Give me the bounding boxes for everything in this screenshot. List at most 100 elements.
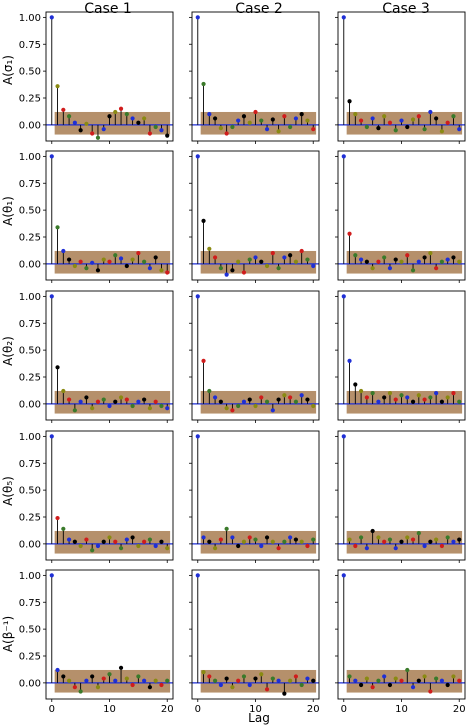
marker-lag-4 (218, 682, 223, 688)
marker-lag-6 (84, 537, 89, 542)
marker-lag-17 (293, 116, 299, 121)
marker-lag-3 (66, 397, 72, 402)
y-tick-label: 1.00 (19, 571, 41, 582)
marker-lag-12 (264, 263, 270, 269)
marker-lag-1 (55, 225, 60, 230)
y-tick-label: 1.00 (19, 152, 41, 163)
marker-lag-20 (165, 133, 170, 138)
marker-lag-14 (130, 257, 135, 262)
marker-lag-0 (195, 573, 200, 578)
marker-lag-12 (410, 268, 416, 273)
marker-lag-11 (259, 395, 264, 400)
marker-lag-14 (276, 266, 281, 271)
marker-lag-4 (218, 399, 223, 404)
marker-lag-8 (387, 537, 393, 542)
marker-lag-15 (428, 251, 433, 256)
marker-lag-5 (370, 528, 375, 534)
marker-lag-20 (165, 546, 170, 551)
marker-lag-18 (153, 399, 158, 404)
panel-r1-c2 (189, 11, 320, 144)
marker-lag-2 (61, 248, 66, 254)
marker-lag-15 (282, 691, 287, 696)
marker-lag-7 (382, 114, 387, 119)
row-label-theta5: A(θ₅) (1, 476, 15, 506)
marker-lag-6 (376, 259, 381, 264)
panel-r1-c1: 0.00 0.25 0.50 0.75 1.00 (19, 11, 174, 144)
marker-lag-2 (207, 674, 212, 679)
marker-lag-20 (311, 263, 316, 269)
marker-lag-17 (147, 266, 153, 271)
marker-lag-8 (95, 685, 101, 690)
marker-lag-2 (61, 388, 66, 394)
marker-lag-8 (241, 270, 247, 275)
marker-lag-12 (264, 399, 270, 404)
marker-lag-2 (207, 246, 212, 251)
marker-lag-8 (241, 539, 247, 544)
marker-lag-3 (358, 257, 364, 262)
marker-lag-16 (434, 537, 439, 542)
marker-lag-20 (457, 678, 462, 683)
marker-lag-8 (387, 682, 393, 688)
panel-r3-c2 (189, 290, 320, 423)
marker-lag-6 (84, 678, 89, 683)
marker-lag-10 (107, 259, 112, 264)
confidence-band (346, 530, 463, 554)
panel-r3-c3 (335, 290, 466, 423)
marker-lag-8 (241, 114, 247, 119)
marker-lag-8 (95, 268, 101, 273)
marker-lag-5 (370, 266, 375, 271)
marker-lag-14 (422, 543, 427, 549)
marker-lag-19 (159, 128, 164, 133)
marker-lag-1 (201, 358, 206, 363)
marker-lag-6 (376, 678, 381, 683)
marker-lag-4 (218, 266, 223, 271)
marker-lag-0 (341, 15, 346, 20)
marker-lag-11 (113, 109, 118, 115)
marker-lag-19 (159, 539, 164, 544)
marker-lag-18 (299, 248, 304, 254)
marker-lag-10 (399, 393, 404, 398)
marker-lag-15 (282, 114, 287, 119)
marker-lag-5 (78, 399, 83, 404)
marker-lag-10 (253, 255, 258, 260)
marker-lag-7 (90, 260, 95, 265)
marker-lag-10 (399, 259, 404, 264)
marker-lag-14 (422, 674, 427, 679)
y-tick-label: 1.00 (19, 292, 41, 303)
marker-lag-4 (72, 120, 77, 125)
marker-lag-12 (118, 106, 124, 111)
marker-lag-4 (364, 546, 369, 551)
marker-lag-16 (288, 678, 293, 683)
marker-lag-9 (101, 676, 106, 681)
marker-lag-7 (382, 674, 387, 679)
marker-lag-1 (347, 358, 352, 363)
panel-r5-c1: 0.00 0.25 0.50 0.75 1.00 0 10 20 (19, 569, 174, 715)
marker-lag-16 (434, 266, 439, 271)
marker-lag-3 (66, 678, 72, 683)
marker-lag-12 (118, 665, 124, 670)
marker-lag-13 (416, 114, 421, 119)
marker-lag-15 (136, 120, 141, 125)
marker-lag-16 (288, 395, 293, 400)
marker-lag-0 (341, 154, 346, 159)
marker-lag-3 (66, 537, 72, 542)
y-tick-label: 0.50 (19, 346, 41, 357)
x-tick-label: 0 (49, 704, 55, 715)
marker-lag-16 (434, 116, 439, 121)
marker-lag-0 (195, 294, 200, 299)
marker-lag-20 (457, 537, 462, 542)
x-tick-label: 20 (453, 704, 466, 715)
column-title-case-2: Case 2 (235, 1, 283, 17)
marker-lag-14 (276, 397, 281, 402)
marker-lag-6 (84, 266, 89, 271)
confidence-band (54, 390, 171, 414)
marker-lag-6 (230, 535, 235, 540)
marker-lag-15 (282, 255, 287, 260)
marker-lag-16 (142, 539, 147, 544)
marker-lag-18 (153, 543, 158, 549)
y-tick-label: 0.75 (19, 319, 41, 330)
marker-lag-2 (353, 678, 358, 683)
marker-lag-13 (124, 112, 129, 117)
marker-lag-7 (382, 539, 387, 544)
marker-lag-11 (259, 672, 264, 677)
